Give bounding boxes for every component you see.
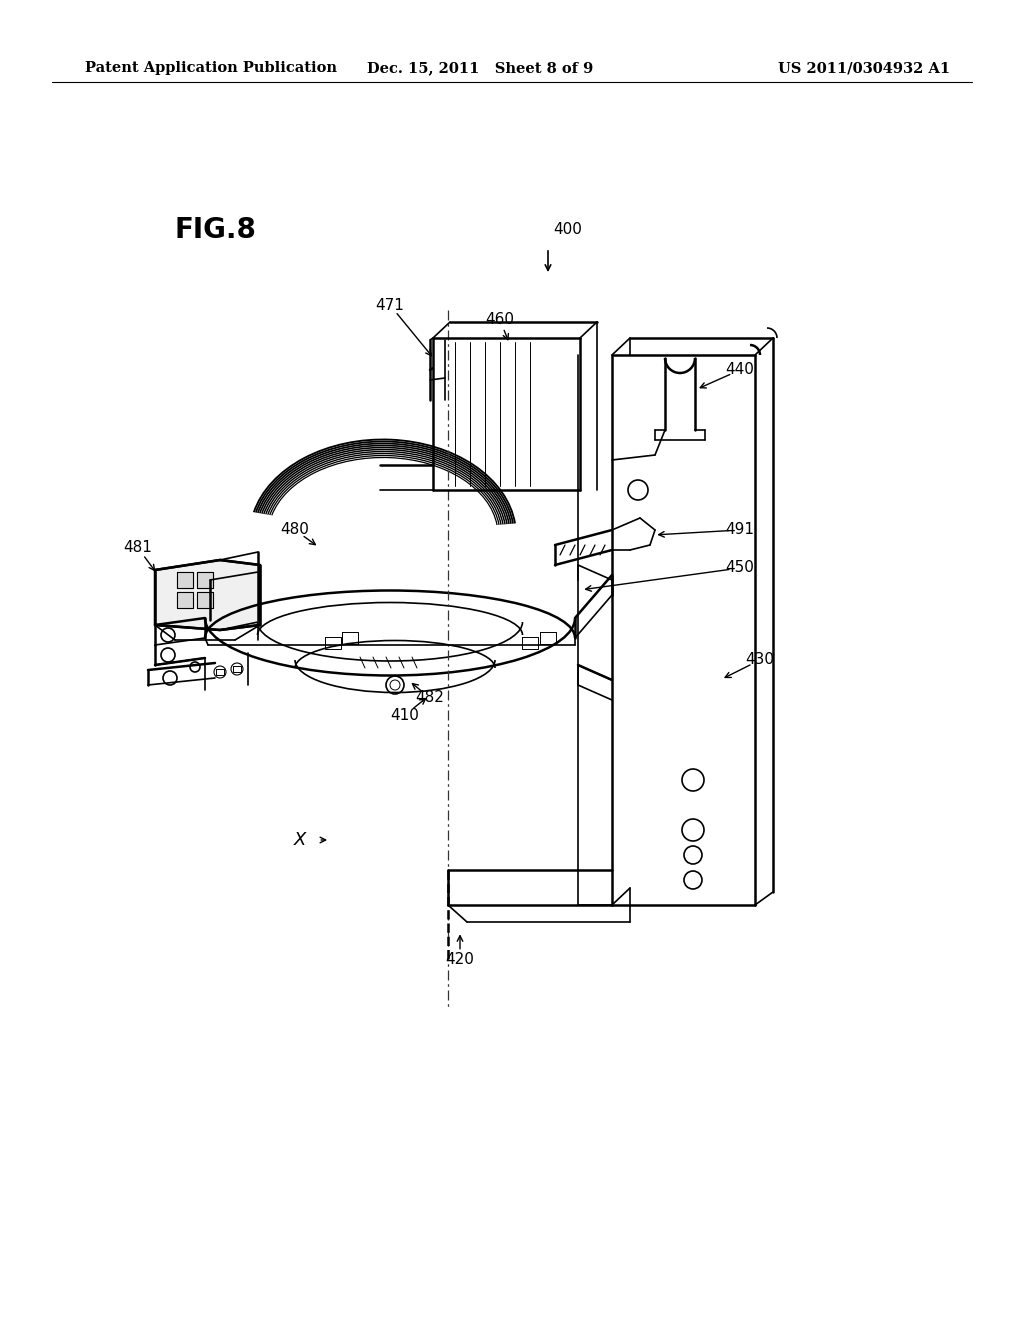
- Polygon shape: [177, 591, 193, 609]
- Polygon shape: [197, 591, 213, 609]
- Text: 460: 460: [485, 313, 514, 327]
- Text: 400: 400: [554, 223, 583, 238]
- Text: 450: 450: [726, 561, 755, 576]
- Text: 440: 440: [726, 363, 755, 378]
- Polygon shape: [177, 572, 193, 587]
- Text: FIG.8: FIG.8: [174, 216, 256, 244]
- Text: 491: 491: [725, 523, 755, 537]
- Text: 481: 481: [124, 540, 153, 556]
- Polygon shape: [197, 572, 213, 587]
- Polygon shape: [155, 560, 260, 630]
- Text: 420: 420: [445, 953, 474, 968]
- Text: US 2011/0304932 A1: US 2011/0304932 A1: [778, 61, 950, 75]
- Text: 480: 480: [281, 523, 309, 537]
- Text: Patent Application Publication: Patent Application Publication: [85, 61, 337, 75]
- Text: 471: 471: [376, 297, 404, 313]
- Text: Dec. 15, 2011   Sheet 8 of 9: Dec. 15, 2011 Sheet 8 of 9: [367, 61, 593, 75]
- Text: 410: 410: [390, 708, 420, 722]
- Text: 430: 430: [745, 652, 774, 668]
- Text: X: X: [294, 832, 306, 849]
- Text: 482: 482: [416, 690, 444, 705]
